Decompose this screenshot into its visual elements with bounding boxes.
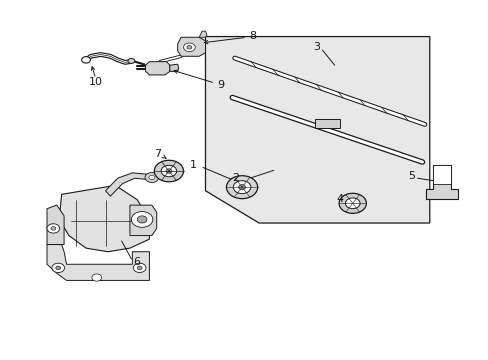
Text: 7: 7	[154, 149, 161, 159]
Circle shape	[137, 266, 142, 270]
Circle shape	[133, 263, 146, 273]
Circle shape	[183, 43, 195, 51]
Text: 8: 8	[249, 31, 256, 41]
Circle shape	[51, 226, 56, 230]
Circle shape	[149, 175, 155, 180]
Text: 1: 1	[189, 160, 196, 170]
Text: 2: 2	[232, 173, 239, 183]
Polygon shape	[47, 205, 64, 244]
Circle shape	[154, 160, 183, 182]
Polygon shape	[105, 173, 152, 196]
Polygon shape	[130, 205, 157, 235]
Polygon shape	[47, 244, 149, 280]
Bar	[315, 119, 339, 128]
Circle shape	[81, 57, 90, 63]
Circle shape	[338, 193, 366, 213]
Circle shape	[92, 274, 102, 281]
Circle shape	[52, 263, 64, 273]
Polygon shape	[177, 37, 205, 56]
Circle shape	[145, 172, 158, 183]
Text: 10: 10	[89, 77, 102, 87]
Polygon shape	[199, 31, 206, 37]
Text: 9: 9	[217, 80, 224, 90]
Text: 4: 4	[335, 194, 343, 204]
Polygon shape	[205, 37, 429, 223]
Circle shape	[56, 266, 61, 270]
Text: 5: 5	[407, 171, 414, 181]
Circle shape	[47, 224, 60, 233]
Circle shape	[233, 181, 250, 194]
Circle shape	[345, 198, 359, 209]
Polygon shape	[169, 64, 178, 71]
Text: 3: 3	[312, 42, 320, 51]
Polygon shape	[432, 165, 450, 184]
Text: 6: 6	[132, 257, 140, 267]
Circle shape	[226, 176, 257, 199]
Circle shape	[128, 58, 135, 63]
Polygon shape	[145, 62, 169, 75]
Polygon shape	[426, 165, 457, 199]
Circle shape	[161, 165, 176, 177]
Polygon shape	[59, 185, 149, 252]
Circle shape	[165, 169, 171, 173]
Circle shape	[137, 216, 147, 223]
Circle shape	[186, 45, 191, 49]
Circle shape	[238, 185, 245, 190]
Circle shape	[131, 212, 153, 227]
